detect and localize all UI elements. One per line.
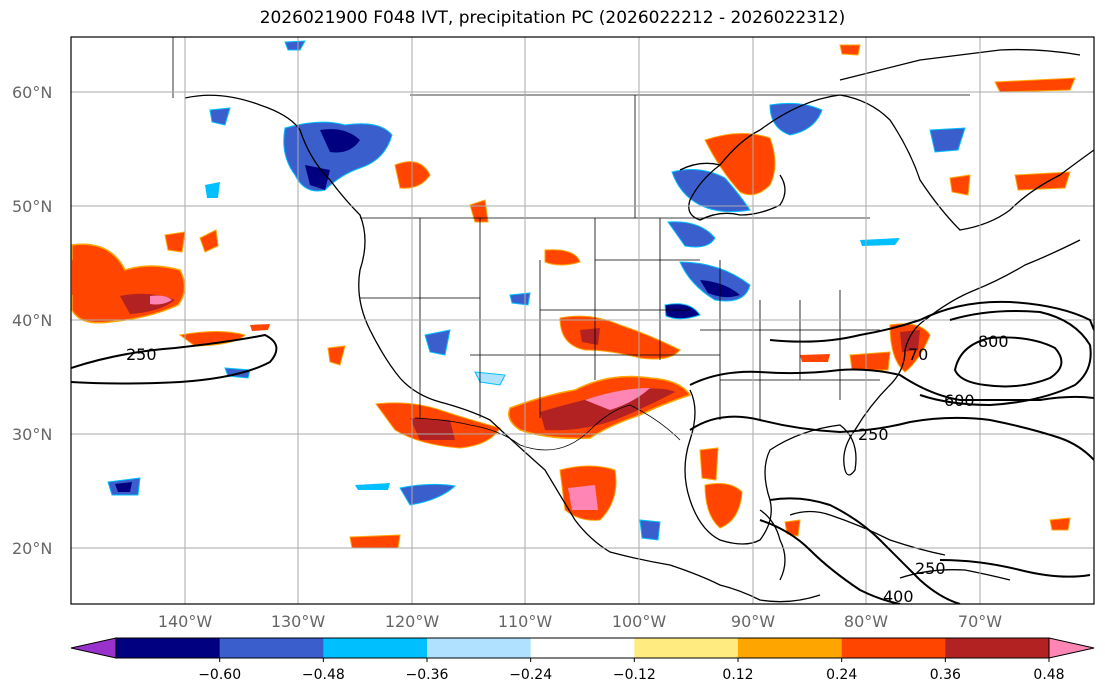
colorbar-tick-label: −0.12: [613, 667, 656, 683]
lon-label-120w: 120°W: [385, 612, 440, 631]
colorbar-segment: [945, 638, 1050, 658]
colorbar-segment: [530, 638, 635, 658]
colorbar-tick-label: −0.60: [198, 667, 241, 683]
lat-label-40n: 40°N: [12, 311, 52, 330]
colorbar-segment: [738, 638, 843, 658]
lat-label-20n: 20°N: [12, 539, 52, 558]
contour-label-250-caribbean: 250: [915, 559, 946, 578]
lat-label-60n: 60°N: [12, 83, 52, 102]
lon-label-100w: 100°W: [612, 612, 667, 631]
colorbar-tick-label: 0.12: [722, 667, 753, 683]
colorbar-segment: [116, 638, 221, 658]
colorbar-segment: [841, 638, 946, 658]
latitude-labels: 60°N 50°N 40°N 30°N 20°N: [12, 83, 52, 558]
colorbar-tick-label: −0.36: [406, 667, 449, 683]
longitude-labels: 140°W 130°W 120°W 110°W 100°W 90°W 80°W …: [158, 612, 1002, 631]
colorbar-tick-label: −0.24: [509, 667, 552, 683]
colorbar-tick-label: 0.36: [930, 667, 961, 683]
contour-label-250-pacific: 250: [126, 345, 157, 364]
map-frame: [70, 36, 1095, 605]
colorbar: −0.60 −0.48 −0.36 −0.24 −0.12 0.12 0.24 0.36 0.4…: [70, 637, 1095, 683]
colorbar-tick-label: −0.48: [302, 667, 345, 683]
lon-label-130w: 130°W: [271, 612, 326, 631]
colorbar-outline: [115, 637, 1050, 659]
map-title: 2026021900 F048 IVT, precipitation PC (2…: [259, 8, 846, 28]
lon-label-110w: 110°W: [498, 612, 553, 631]
contour-label-400: 400: [883, 587, 914, 606]
colorbar-segment: [323, 638, 428, 658]
lon-label-140w: 140°W: [158, 612, 213, 631]
lon-label-80w: 80°W: [844, 612, 888, 631]
colorbar-segment: [634, 638, 739, 658]
precip-pc-shading: [71, 40, 1076, 549]
colorbar-tick-label: 0.24: [826, 667, 857, 683]
contour-label-70: 70: [908, 345, 928, 364]
lat-label-30n: 30°N: [12, 425, 52, 444]
contour-label-250-gulf: 250: [858, 425, 889, 444]
colorbar-segment: [219, 638, 324, 658]
colorbar-extend-high: [1048, 637, 1095, 659]
lon-label-90w: 90°W: [731, 612, 775, 631]
political-borders: [172, 37, 970, 451]
contour-label-800: 800: [978, 332, 1009, 351]
colorbar-segment: [427, 638, 532, 658]
coastlines: [184, 48, 1094, 603]
ivt-contours: [71, 300, 1094, 604]
graticule: [71, 37, 1094, 604]
lon-label-70w: 70°W: [958, 612, 1002, 631]
lat-label-50n: 50°N: [12, 197, 52, 216]
contour-label-600: 600: [944, 391, 975, 410]
colorbar-extend-low: [70, 637, 117, 659]
colorbar-tick-label: 0.48: [1033, 667, 1064, 683]
